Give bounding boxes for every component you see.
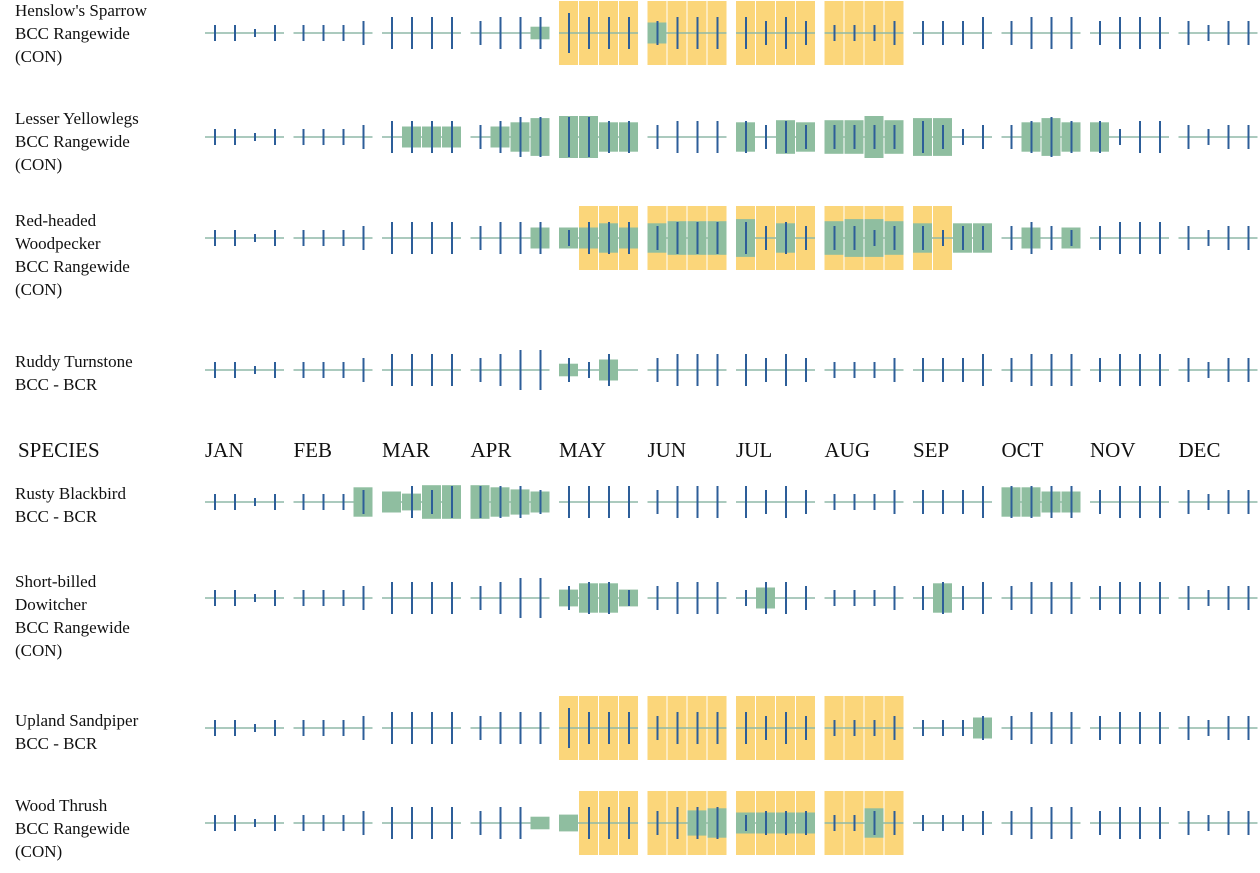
month-label: FEB	[294, 438, 333, 462]
month-label: JAN	[205, 438, 244, 462]
species-label: Wood Thrush	[15, 796, 108, 815]
species-label: BCC Rangewide	[15, 618, 130, 637]
species-label: Henslow's Sparrow	[15, 1, 148, 20]
presence-bar	[382, 491, 401, 513]
species-label: Dowitcher	[15, 595, 87, 614]
presence-bar	[559, 814, 578, 832]
presence-bar	[530, 816, 550, 830]
species-label: Rusty Blackbird	[15, 484, 126, 503]
species-label: (CON)	[15, 155, 62, 174]
species-label: BCC Rangewide	[15, 819, 130, 838]
species-label: Red-headed	[15, 211, 97, 230]
species-label: (CON)	[15, 47, 62, 66]
month-label: JUL	[736, 438, 772, 462]
species-label: (CON)	[15, 641, 62, 660]
species-label: Woodpecker	[15, 234, 101, 253]
month-label: SEP	[913, 438, 949, 462]
species-label: (CON)	[15, 280, 62, 299]
month-label: MAR	[382, 438, 430, 462]
species-label: BCC Rangewide	[15, 132, 130, 151]
species-label: Ruddy Turnstone	[15, 352, 133, 371]
month-label: NOV	[1090, 438, 1136, 462]
species-label: Lesser Yellowlegs	[15, 109, 139, 128]
species-label: (CON)	[15, 842, 62, 861]
species-label: BCC Rangewide	[15, 257, 130, 276]
month-label: MAY	[559, 438, 606, 462]
month-label: DEC	[1179, 438, 1221, 462]
species-header: SPECIES	[18, 438, 100, 462]
species-label: BCC - BCR	[15, 375, 98, 394]
month-label: OCT	[1002, 438, 1044, 462]
month-label: APR	[471, 438, 512, 462]
species-label: Short-billed	[15, 572, 97, 591]
species-label: BCC - BCR	[15, 734, 98, 753]
month-label: AUG	[825, 438, 871, 462]
species-label: Upland Sandpiper	[15, 711, 139, 730]
species-label: BCC Rangewide	[15, 24, 130, 43]
species-label: BCC - BCR	[15, 507, 98, 526]
month-label: JUN	[648, 438, 687, 462]
